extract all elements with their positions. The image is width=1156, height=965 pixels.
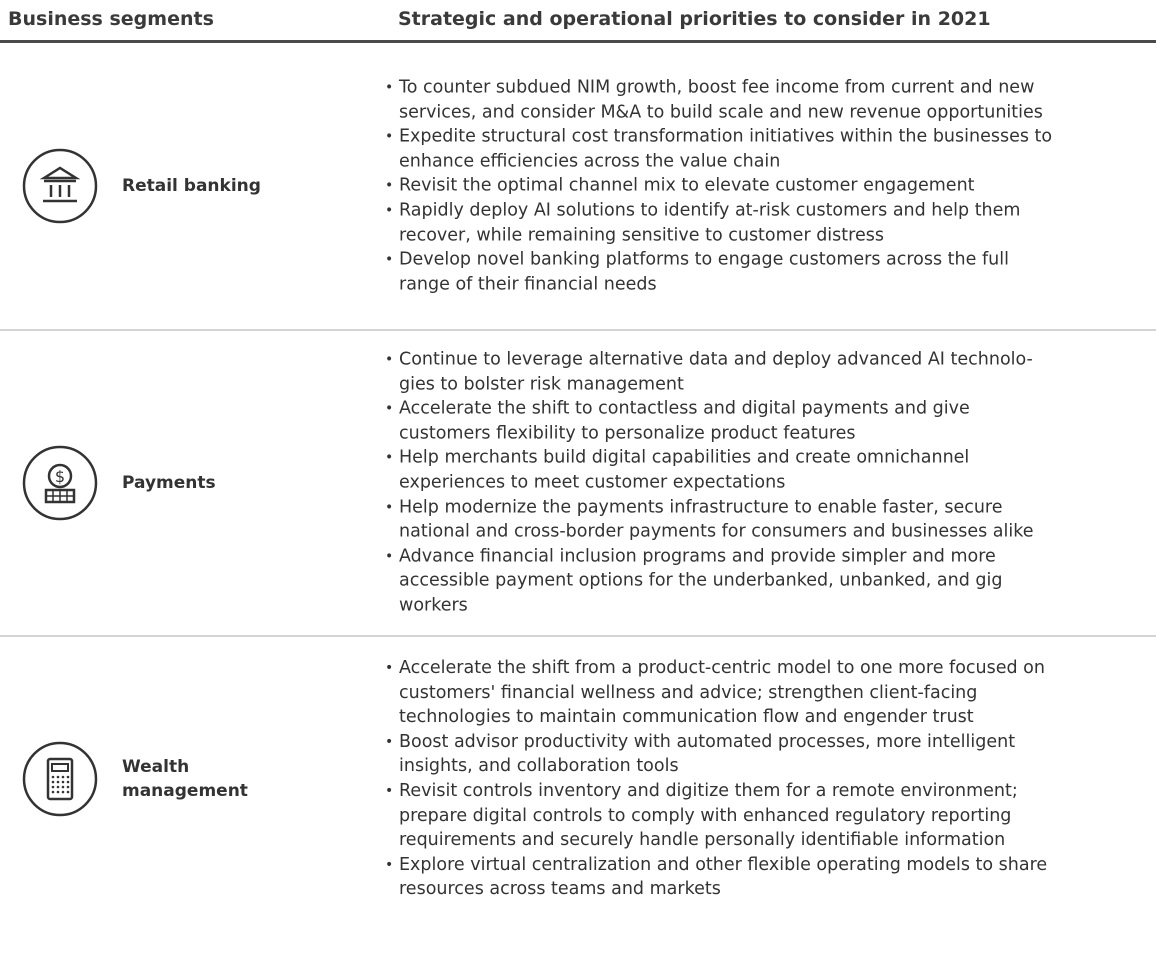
- bullet-line: recover, while remaining sensitive to cu…: [399, 224, 884, 245]
- bullet-line: Rapidly deploy AI solutions to identify …: [399, 200, 1021, 221]
- bullet: Revisit the optimal channel mix to eleva…: [385, 174, 1052, 199]
- bullet-list: To counter subdued NIM growth, boost fee…: [385, 75, 1052, 296]
- bullet-line: gies to bolster risk management: [399, 374, 684, 395]
- bullet-line: Boost advisor productivity with automate…: [399, 731, 1016, 752]
- bullet-line: Accelerate the shift to contactless and …: [399, 398, 970, 419]
- segment-line: Retail banking: [122, 176, 261, 196]
- header-segments: Business segments: [8, 8, 214, 30]
- segment-line: management: [122, 781, 248, 801]
- bullet-line: requirements and securely handle persona…: [399, 830, 1006, 851]
- bullet-line: experiences to meet customer expectation…: [399, 472, 786, 493]
- header: Business segments Strategic and operatio…: [0, 0, 1156, 43]
- bullet-line: Advance financial inclusion programs and…: [399, 546, 996, 567]
- segment-name: Wealth management: [122, 755, 248, 803]
- table-row: Wealth management Accelerate the shift fro…: [0, 637, 1156, 921]
- bullet-line: Revisit controls inventory and digitize …: [399, 781, 1018, 801]
- bullet-list: Continue to leverage alternative data an…: [385, 348, 1034, 619]
- segment-icon: [22, 741, 98, 817]
- bullet-line: Help merchants build digital capabilitie…: [399, 448, 970, 469]
- bullet-line: Revisit the optimal channel mix to eleva…: [399, 175, 975, 196]
- bullet-line: insights, and collaboration tools: [399, 756, 679, 777]
- bullet-line: Help modernize the payments infrastructu…: [399, 497, 1003, 518]
- bullet-line: range of their financial needs: [399, 274, 657, 295]
- bullet-line: Expedite structural cost transformation …: [399, 126, 1053, 147]
- bullet: Develop novel banking platforms to engag…: [385, 247, 1052, 296]
- bullet: Accelerate the shift from a product-cent…: [385, 656, 1047, 730]
- bullet-line: To counter subdued NIM growth, boost fee…: [399, 77, 1035, 98]
- bullet: Boost advisor productivity with automate…: [385, 730, 1047, 779]
- bullet-line: Explore virtual centralization and other…: [399, 854, 1048, 875]
- bullet: Rapidly deploy AI solutions to identify …: [385, 198, 1052, 247]
- bullet-line: Develop novel banking platforms to engag…: [399, 249, 1009, 270]
- bullet-line: services, and consider M&A to build scal…: [399, 101, 1043, 122]
- bullet-line: customers flexibility to personalize pro…: [399, 423, 856, 444]
- header-priorities: Strategic and operational priorities to …: [398, 8, 991, 30]
- bullet-line: prepare digital controls to comply with …: [399, 805, 1012, 826]
- segment-name: Payments: [122, 471, 216, 495]
- svg-text:$: $: [55, 467, 65, 486]
- bullet-line: technologies to maintain communication f…: [399, 707, 974, 728]
- bullet: To counter subdued NIM growth, boost fee…: [385, 75, 1052, 124]
- bullet: Help modernize the payments infrastructu…: [385, 495, 1034, 544]
- segment-line: Payments: [122, 473, 216, 493]
- bullet-line: national and cross-border payments for c…: [399, 521, 1034, 542]
- bullet: Revisit controls inventory and digitize …: [385, 779, 1047, 853]
- bullet-list: Accelerate the shift from a product-cent…: [385, 656, 1047, 902]
- bullet: Continue to leverage alternative data an…: [385, 348, 1034, 397]
- bullet-line: accessible payment options for the under…: [399, 571, 1003, 592]
- table-row: Retail banking To counter subdued NIM gro…: [0, 43, 1156, 331]
- bullet: Help merchants build digital capabilitie…: [385, 446, 1034, 495]
- bullet: Expedite structural cost transformation …: [385, 125, 1052, 174]
- bullet-line: enhance efficiencies across the value ch…: [399, 151, 781, 172]
- bullet: Explore virtual centralization and other…: [385, 853, 1047, 902]
- segment-name: Retail banking: [122, 174, 261, 198]
- bullet-line: customers' financial wellness and advice…: [399, 682, 978, 703]
- segment-line: Wealth: [122, 757, 190, 777]
- bullet-line: workers: [399, 595, 468, 616]
- bullet-line: Accelerate the shift from a product-cent…: [399, 658, 1045, 679]
- bullet: Accelerate the shift to contactless and …: [385, 397, 1034, 446]
- bullet-line: resources across teams and markets: [399, 879, 721, 900]
- bullet-line: Continue to leverage alternative data an…: [399, 349, 1033, 370]
- table-row: $ Payments Continue to leverage alternativ…: [0, 331, 1156, 637]
- bullet: Advance financial inclusion programs and…: [385, 544, 1034, 618]
- segment-icon: $: [22, 445, 98, 521]
- segment-icon: [22, 148, 98, 224]
